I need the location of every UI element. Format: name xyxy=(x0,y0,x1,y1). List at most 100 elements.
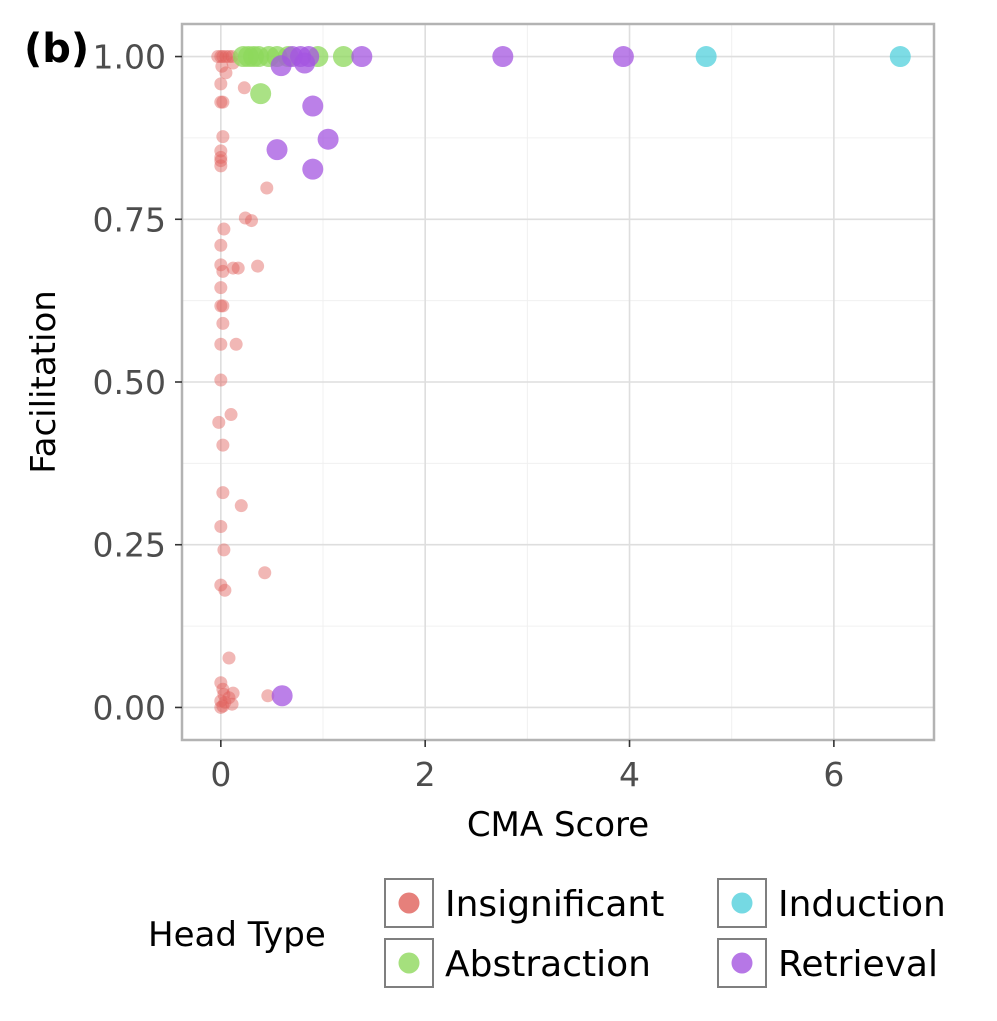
point-insignificant xyxy=(218,583,232,597)
point-insignificant xyxy=(214,676,228,690)
point-insignificant xyxy=(214,299,228,313)
point-insignificant xyxy=(214,50,228,64)
point-insignificant xyxy=(219,50,233,64)
point-insignificant xyxy=(218,695,232,709)
point-retrieval xyxy=(317,128,339,150)
y-tick-label: 0.25 xyxy=(93,526,166,565)
point-insignificant xyxy=(214,258,228,272)
point-insignificant xyxy=(214,154,228,168)
data-points xyxy=(211,46,911,714)
point-insignificant xyxy=(261,689,275,703)
point-insignificant xyxy=(219,66,233,80)
point-induction xyxy=(695,46,717,68)
point-insignificant xyxy=(217,687,231,701)
point-insignificant xyxy=(216,316,230,330)
point-insignificant xyxy=(226,686,240,700)
legend-key-swatch xyxy=(398,892,420,914)
legend-item-retrieval: Retrieval xyxy=(717,938,938,988)
point-insignificant xyxy=(214,578,228,592)
point-insignificant xyxy=(214,373,228,387)
legend-label: Retrieval xyxy=(778,944,938,985)
legend-item-abstraction: Abstraction xyxy=(384,938,651,988)
legend-item-insignificant: Insignificant xyxy=(384,878,664,928)
point-retrieval xyxy=(351,46,373,68)
point-insignificant xyxy=(216,264,230,278)
point-insignificant xyxy=(238,211,252,225)
legend-key-swatch xyxy=(398,952,420,974)
point-abstraction xyxy=(250,83,272,105)
point-insignificant xyxy=(214,77,228,91)
point-insignificant xyxy=(214,144,228,158)
point-insignificant xyxy=(216,50,230,64)
point-insignificant xyxy=(216,682,230,696)
legend-key-box xyxy=(384,938,434,988)
point-insignificant xyxy=(214,150,228,164)
legend-title: Head Type xyxy=(148,915,326,955)
point-insignificant xyxy=(258,566,272,580)
point-insignificant xyxy=(212,415,226,429)
y-axis-title: Facilitation xyxy=(24,290,64,474)
legend-key-swatch xyxy=(731,952,753,974)
point-insignificant xyxy=(217,543,231,557)
point-insignificant xyxy=(231,261,245,275)
point-insignificant xyxy=(214,238,228,252)
point-retrieval xyxy=(302,95,324,117)
legend-label: Abstraction xyxy=(445,944,651,985)
point-retrieval xyxy=(612,46,634,68)
point-insignificant xyxy=(214,95,228,109)
legend: Head Type Insignificant Abstraction Induct… xyxy=(148,878,946,988)
point-insignificant xyxy=(224,408,238,422)
x-tick-label: 4 xyxy=(619,755,640,794)
panel-label: (b) xyxy=(24,26,89,72)
x-tick-label: 2 xyxy=(415,755,436,794)
point-insignificant xyxy=(229,337,243,351)
point-insignificant xyxy=(214,700,228,714)
point-insignificant xyxy=(226,261,240,275)
point-insignificant xyxy=(237,81,251,95)
point-insignificant xyxy=(214,520,228,534)
point-insignificant xyxy=(216,438,230,452)
point-retrieval xyxy=(271,685,293,707)
point-retrieval xyxy=(294,52,316,74)
point-insignificant xyxy=(234,499,248,513)
x-axis-ticks: 0 2 4 6 xyxy=(210,740,844,794)
point-retrieval xyxy=(492,46,514,68)
point-insignificant xyxy=(214,159,228,173)
point-induction xyxy=(889,46,911,68)
point-insignificant xyxy=(216,486,230,500)
point-insignificant xyxy=(215,59,229,73)
point-insignificant xyxy=(216,130,230,144)
legend-label: Insignificant xyxy=(445,884,664,925)
point-insignificant xyxy=(222,691,236,705)
legend-label: Induction xyxy=(778,884,946,925)
point-insignificant xyxy=(260,181,274,195)
x-axis-title: CMA Score xyxy=(467,805,649,845)
y-axis-ticks: 0.00 0.25 0.50 0.75 1.00 xyxy=(93,38,182,727)
point-insignificant xyxy=(216,299,230,313)
point-insignificant xyxy=(251,259,265,273)
y-tick-label: 0.50 xyxy=(93,363,166,402)
point-insignificant xyxy=(222,50,236,64)
point-retrieval xyxy=(270,55,292,77)
point-insignificant xyxy=(214,337,228,351)
point-insignificant xyxy=(211,50,225,64)
point-insignificant xyxy=(216,699,230,713)
point-insignificant xyxy=(214,281,228,295)
y-tick-label: 1.00 xyxy=(93,38,166,77)
point-abstraction xyxy=(332,46,354,68)
legend-item-induction: Induction xyxy=(717,878,946,928)
legend-key-swatch xyxy=(731,892,753,914)
x-tick-label: 0 xyxy=(210,755,231,794)
point-retrieval xyxy=(302,158,324,180)
point-insignificant xyxy=(217,222,231,236)
point-insignificant xyxy=(222,651,236,665)
plot-panel xyxy=(180,22,936,742)
y-tick-label: 0.00 xyxy=(93,688,166,727)
point-insignificant xyxy=(214,694,228,708)
point-insignificant xyxy=(225,697,239,711)
y-tick-label: 0.75 xyxy=(93,200,166,239)
point-insignificant xyxy=(216,95,230,109)
point-retrieval xyxy=(266,139,288,161)
x-tick-label: 6 xyxy=(823,755,844,794)
